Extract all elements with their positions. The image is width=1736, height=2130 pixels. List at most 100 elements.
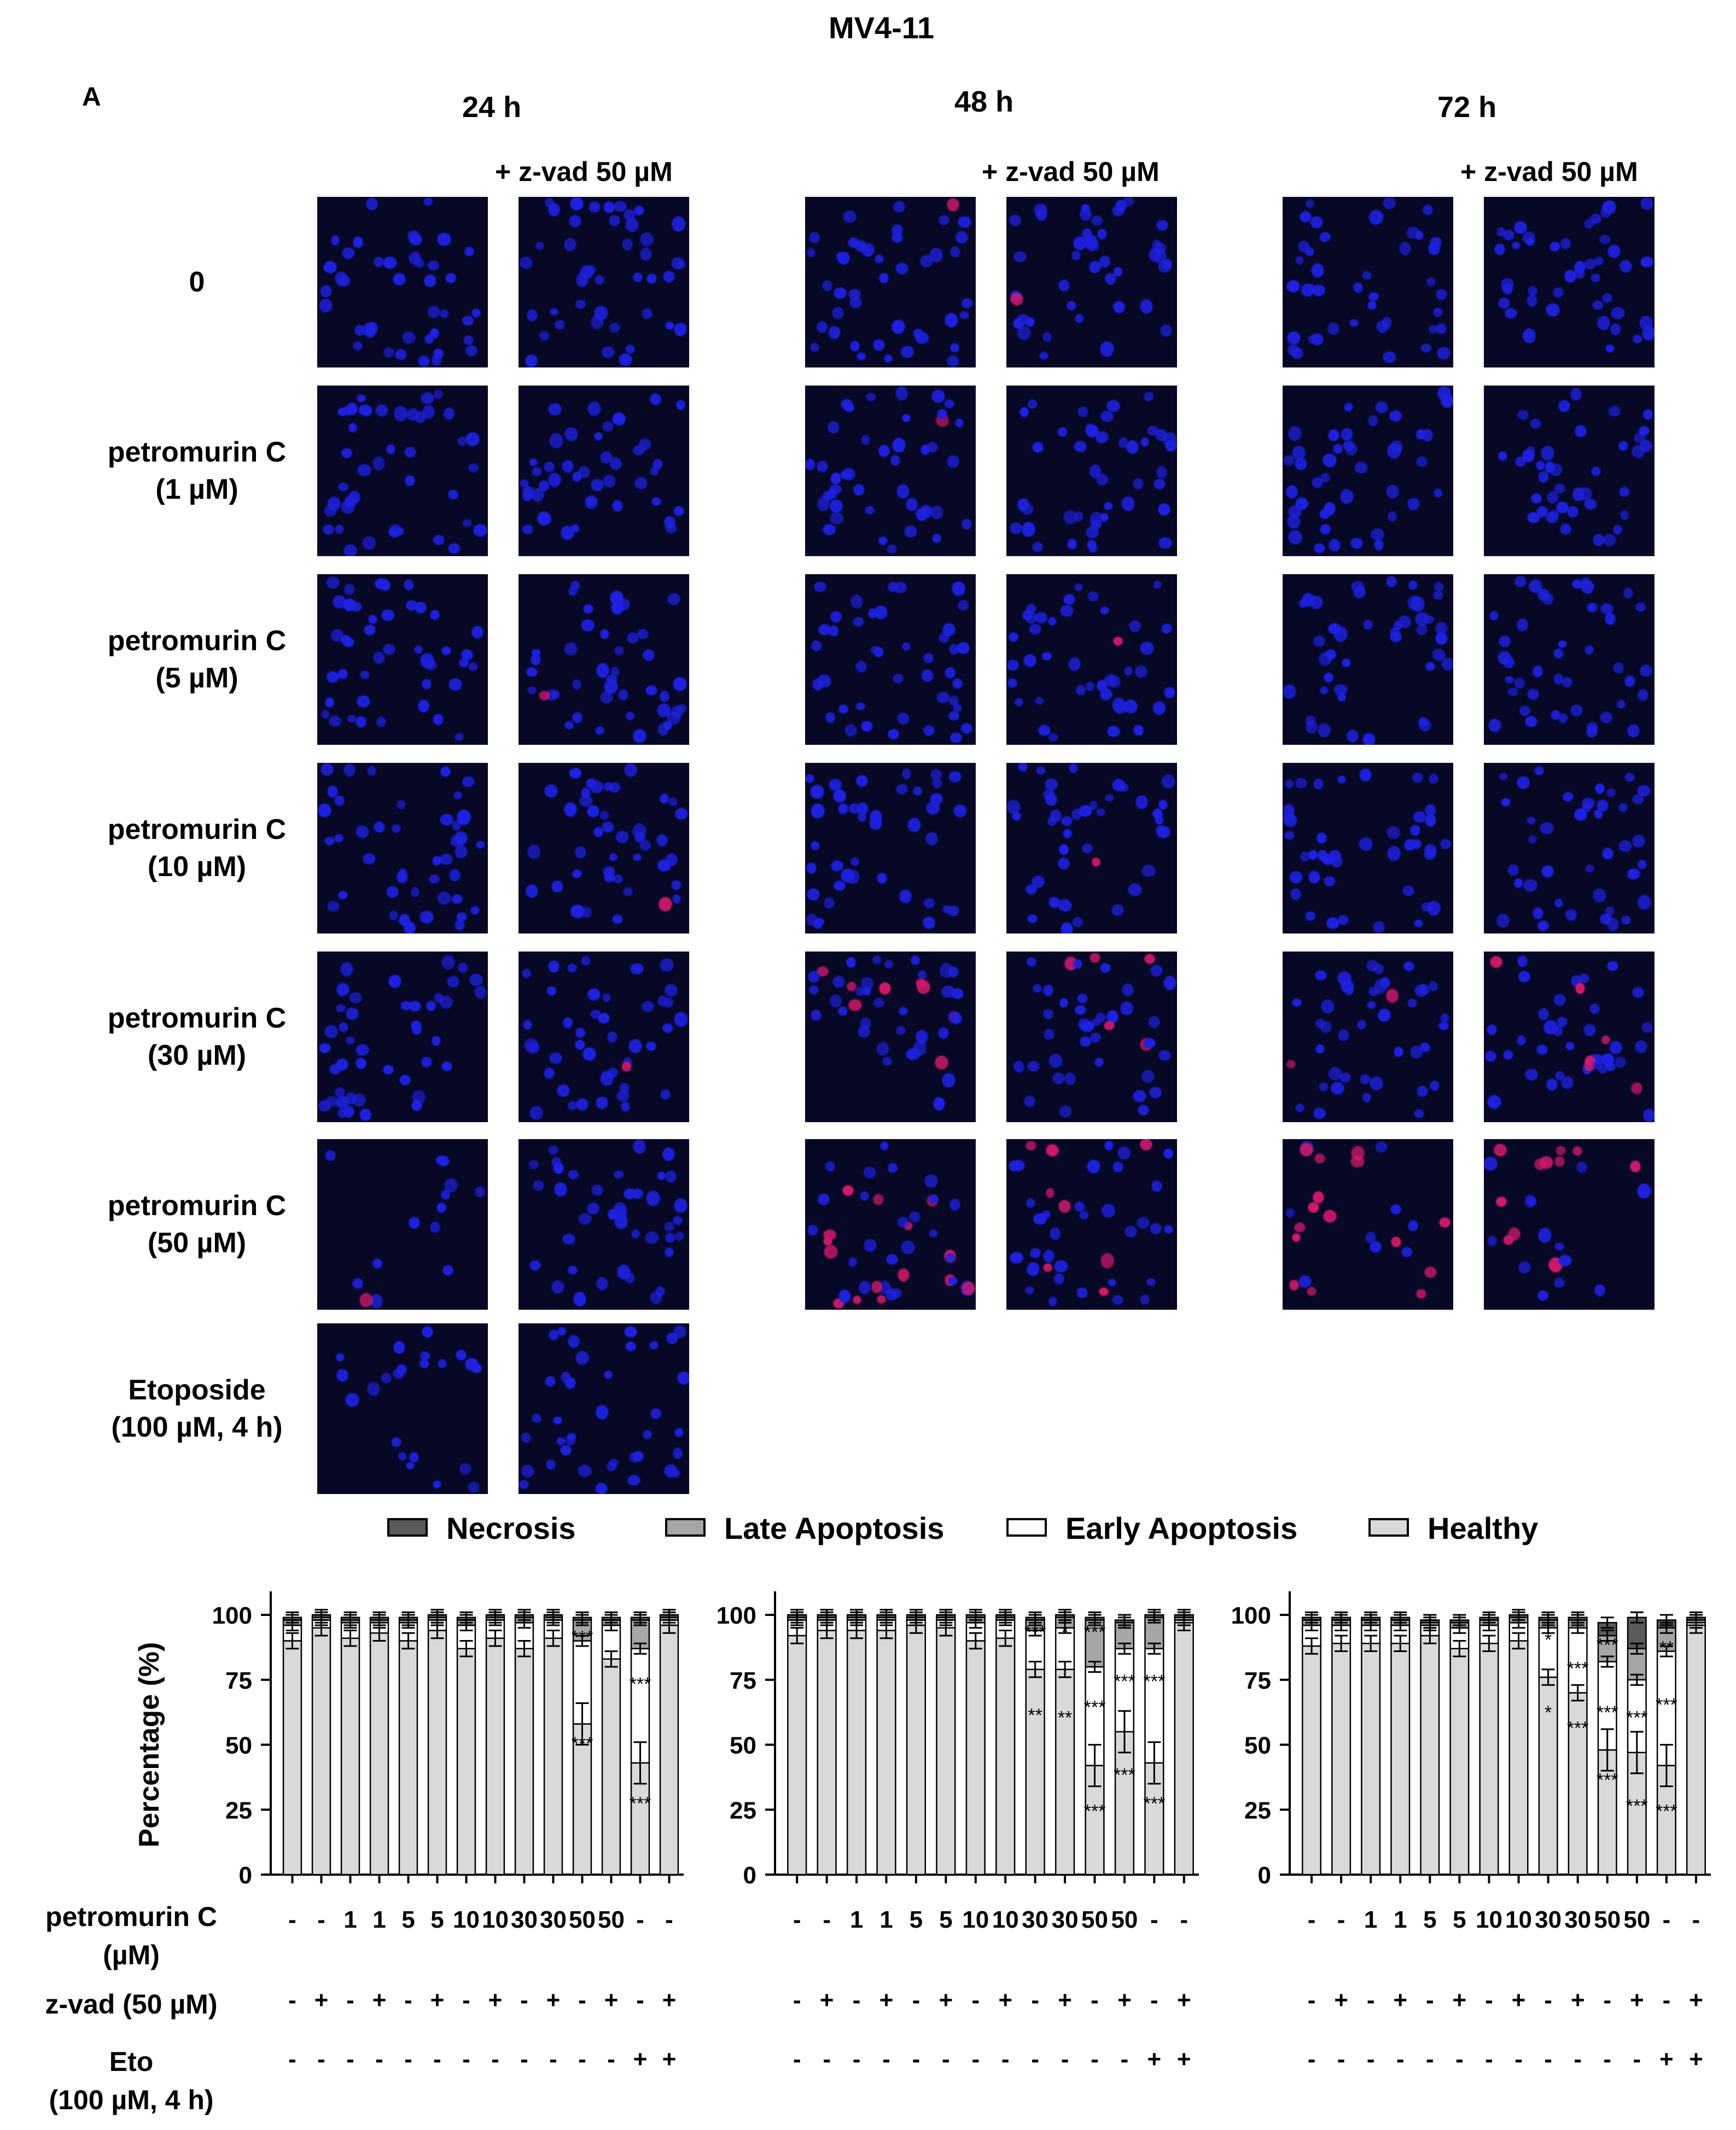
legend-swatch-late-apoptosis (665, 1518, 706, 1537)
x-label-zvad-2-5: + (1453, 1987, 1467, 2014)
bar-0-10-healthy (572, 1723, 592, 1876)
x-label-zvad-2-13: + (1689, 1987, 1703, 2014)
x-label-eto-0-0: - (288, 2046, 296, 2073)
x-label-eto-1-3: - (882, 2046, 890, 2073)
micrograph-row4-col5 (1484, 952, 1655, 1122)
bar-0-6-healthy (456, 1648, 476, 1876)
micrograph-row2-col4 (1283, 574, 1453, 745)
significance-1-5: *** (1084, 1697, 1106, 1718)
x-label-zvad-0-0: - (288, 1987, 296, 2014)
x-label-eto-2-9: - (1574, 2046, 1582, 2073)
row-label-5-line2: (50 µM) (147, 1227, 247, 1259)
x-label-petromurin-2-0: - (1308, 1906, 1316, 1933)
x-label-petromurin-0-8: 30 (511, 1906, 538, 1933)
row-label-2: petromurin C (5 µM) (71, 622, 323, 697)
x-label-petromurin-2-4: 5 (1423, 1906, 1436, 1933)
row-label-3-line1: petromurin C (107, 814, 287, 845)
bar-0-3-healthy (369, 1632, 389, 1876)
micrograph-row3-col3 (1006, 763, 1177, 933)
x-label-eto-2-7: - (1514, 2046, 1523, 2073)
x-label-petromurin-0-1: - (317, 1906, 325, 1933)
xlabel-petromurin-title: petromurin C (45, 1901, 217, 1932)
x-label-petromurin-2-9: 30 (1564, 1906, 1591, 1933)
x-label-petromurin-2-8: 30 (1535, 1906, 1562, 1933)
micrograph-row4-col4 (1283, 952, 1453, 1122)
micrograph-row1-col0 (317, 386, 488, 556)
row-label-0-line1: 0 (189, 266, 205, 298)
bar-0-2-healthy (340, 1637, 360, 1876)
legend-label-necrosis: Necrosis (446, 1511, 576, 1545)
micrograph-row4-col3 (1006, 952, 1177, 1122)
x-label-eto-1-2: - (853, 2046, 861, 2073)
row-label-5-line1: petromurin C (107, 1190, 287, 1222)
significance-2-7: *** (1626, 1708, 1648, 1729)
row-label-6: Etoposide (100 µM, 4 h) (71, 1372, 323, 1446)
xlabel-petromurin: petromurin C (µM) (22, 1898, 241, 1974)
x-label-petromurin-2-11: 50 (1623, 1906, 1650, 1933)
bar-1-3-healthy (876, 1630, 896, 1876)
row-label-0: 0 (71, 264, 323, 301)
x-label-eto-0-13: + (662, 2046, 677, 2073)
x-label-eto-0-5: - (433, 2046, 441, 2073)
bar-2-4-healthy (1420, 1635, 1440, 1876)
bar-1-2-healthy (846, 1630, 867, 1876)
bar-2-1-healthy (1331, 1643, 1351, 1876)
zvad-label-24h: + z-vad 50 µM (495, 156, 673, 187)
x-label-eto-0-6: - (462, 2046, 470, 2073)
micrograph-row2-col1 (519, 574, 689, 745)
significance-2-0: * (1545, 1630, 1552, 1650)
x-label-petromurin-1-11: 50 (1111, 1906, 1138, 1933)
x-label-zvad-0-3: + (372, 1987, 387, 2014)
x-label-eto-2-4: - (1426, 2046, 1434, 2073)
y-axis-label-0: Percentage (%) (133, 1642, 165, 1848)
bar-2-3-healthy (1390, 1643, 1411, 1876)
y-tick-label-0-75: 75 (225, 1667, 252, 1694)
micrograph-row6-col1 (519, 1323, 689, 1494)
bar-1-0-healthy (787, 1635, 807, 1876)
x-label-petromurin-1-3: 1 (879, 1906, 893, 1933)
time-label-48h: 48 h (954, 85, 1014, 118)
x-label-zvad-0-2: - (346, 1987, 354, 2014)
x-label-petromurin-0-7: 10 (482, 1906, 509, 1933)
bar-0-4-healthy (398, 1640, 418, 1876)
x-label-zvad-1-8: - (1031, 1987, 1039, 2014)
row-label-1-line1: petromurin C (107, 436, 287, 468)
micrograph-row6-col0 (317, 1323, 488, 1494)
x-label-eto-1-12: + (1147, 2046, 1162, 2073)
row-label-6-line2: (100 µM, 4 h) (111, 1411, 283, 1443)
x-label-petromurin-0-0: - (288, 1906, 296, 1933)
row-label-6-line1: Etoposide (128, 1374, 266, 1406)
y-tick-label-1-25: 25 (730, 1797, 756, 1824)
time-label-72h: 72 h (1437, 91, 1497, 124)
significance-0-2: *** (630, 1674, 651, 1695)
legend-swatch-early-apoptosis (1006, 1518, 1047, 1537)
bar-0-0-healthy (282, 1640, 302, 1876)
x-label-petromurin-0-10: 50 (569, 1906, 596, 1933)
x-label-petromurin-1-4: 5 (910, 1906, 923, 1933)
micrograph-row3-col4 (1283, 763, 1453, 933)
x-label-petromurin-0-6: 10 (453, 1906, 480, 1933)
micrograph-row0-col2 (805, 197, 976, 367)
x-label-eto-1-8: - (1031, 2046, 1039, 2073)
micrograph-row3-col2 (805, 763, 976, 933)
significance-0-3: *** (630, 1793, 651, 1814)
y-tick-label-1-50: 50 (730, 1732, 756, 1759)
bar-2-7-healthy (1508, 1640, 1529, 1876)
y-tick-label-0-25: 25 (225, 1797, 252, 1824)
x-label-eto-1-9: - (1061, 2046, 1069, 2073)
bar-2-6-healthy (1479, 1643, 1499, 1876)
significance-2-10: *** (1656, 1695, 1677, 1715)
x-label-zvad-0-13: + (662, 1987, 677, 2014)
significance-1-10: *** (1144, 1793, 1166, 1814)
x-label-eto-0-11: - (607, 2046, 615, 2073)
significance-2-9: ** (1659, 1637, 1674, 1658)
figure-title: MV4-11 (829, 10, 934, 45)
x-label-petromurin-0-2: 1 (343, 1906, 357, 1933)
micrograph-row4-col1 (519, 952, 689, 1122)
bar-1-13-healthy (1174, 1622, 1194, 1876)
x-label-zvad-0-7: + (488, 1987, 503, 2014)
x-label-eto-0-7: - (491, 2046, 499, 2073)
x-label-eto-2-13: + (1689, 2046, 1703, 2073)
x-label-eto-1-1: - (823, 2046, 831, 2073)
